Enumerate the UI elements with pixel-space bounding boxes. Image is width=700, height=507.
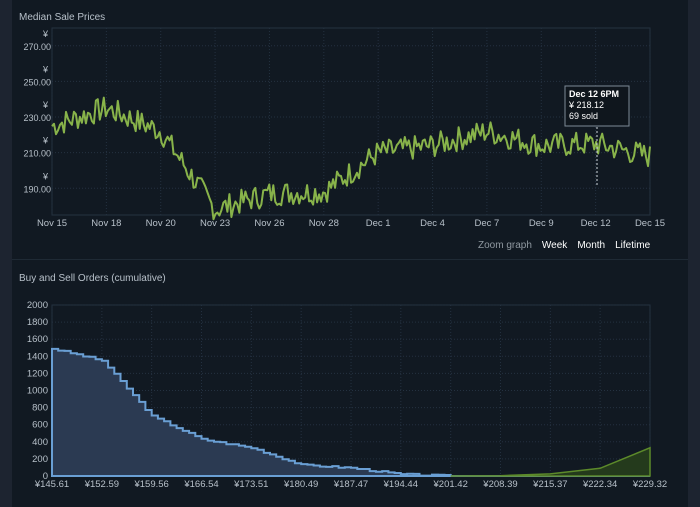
zoom-label: Zoom graph bbox=[478, 240, 532, 251]
orders-x-tick-label: ¥201.42 bbox=[433, 479, 468, 490]
orders-x-tick-label: ¥208.39 bbox=[482, 479, 517, 490]
orders-y-tick-label: 2000 bbox=[27, 300, 48, 311]
orders-y-tick-label: 800 bbox=[32, 403, 48, 414]
zoom-month-link[interactable]: Month bbox=[577, 240, 606, 251]
tooltip-box bbox=[564, 85, 630, 127]
tooltip-time: Dec 12 6PM bbox=[569, 89, 619, 99]
orders-x-tick-label: ¥229.32 bbox=[632, 479, 667, 490]
median-y-tick-label: 230.00 bbox=[23, 113, 51, 123]
median-price-line bbox=[51, 96, 651, 221]
orders-x-tick-label: ¥166.54 bbox=[183, 479, 218, 490]
median-x-tick-label: Nov 15 bbox=[37, 218, 67, 229]
zoom-week-link[interactable]: Week bbox=[541, 240, 568, 251]
price-tooltip: Dec 12 6PM ¥ 218.12 69 sold bbox=[564, 85, 630, 185]
orders-y-tick-label: 1800 bbox=[27, 317, 48, 328]
median-y-currency: ¥ bbox=[42, 171, 49, 181]
median-x-tick-label: Dec 1 bbox=[366, 218, 391, 229]
median-y-tick-label: 250.00 bbox=[23, 77, 51, 87]
median-x-tick-label: Nov 20 bbox=[146, 218, 176, 229]
orders-x-tick-label: ¥194.44 bbox=[383, 479, 418, 490]
median-y-currency: ¥ bbox=[42, 136, 49, 146]
median-x-tick-label: Nov 18 bbox=[91, 218, 121, 229]
tooltip-price: ¥ 218.12 bbox=[568, 100, 604, 110]
median-x-tick-label: Nov 26 bbox=[254, 218, 284, 229]
orders-x-tick-label: ¥215.37 bbox=[532, 479, 567, 490]
orders-y-tick-label: 0 bbox=[43, 471, 48, 482]
orders-x-tick-label: ¥159.56 bbox=[133, 479, 168, 490]
orders-x-tick-label: ¥145.61 bbox=[34, 479, 69, 490]
median-price-chart[interactable]: ¥270.00 ¥250.00 ¥230.00 ¥210.00 ¥190.00 Nov … bbox=[0, 0, 700, 235]
median-chart-title: Median Sale Prices bbox=[19, 12, 106, 23]
section-divider bbox=[12, 259, 688, 260]
median-y-currency: ¥ bbox=[42, 64, 49, 74]
median-x-tick-label: Dec 4 bbox=[420, 218, 445, 229]
median-y-tick-label: 210.00 bbox=[23, 149, 51, 159]
orders-y-tick-label: 200 bbox=[32, 454, 48, 465]
zoom-lifetime-link[interactable]: Lifetime bbox=[615, 240, 651, 251]
median-x-tick-label: Nov 23 bbox=[200, 218, 230, 229]
median-x-tick-label: Nov 28 bbox=[309, 218, 339, 229]
orders-y-tick-label: 1200 bbox=[27, 368, 48, 379]
sell-orders-area bbox=[450, 446, 651, 477]
median-y-tick-label: 270.00 bbox=[23, 42, 51, 52]
median-y-tick-label: 190.00 bbox=[23, 184, 51, 194]
orders-y-tick-label: 1000 bbox=[27, 386, 48, 397]
orders-y-tick-label: 1400 bbox=[27, 351, 48, 362]
median-x-tick-label: Dec 9 bbox=[529, 218, 554, 229]
orders-chart-title: Buy and Sell Orders (cumulative) bbox=[19, 273, 166, 284]
median-y-currency: ¥ bbox=[42, 100, 49, 110]
median-x-tick-label: Dec 12 bbox=[581, 218, 611, 229]
median-x-tick-label: Dec 7 bbox=[474, 218, 499, 229]
orders-y-tick-label: 600 bbox=[32, 420, 48, 431]
zoom-controls: Zoom graph Week Month Lifetime bbox=[478, 240, 650, 251]
buy-orders-area bbox=[51, 347, 650, 477]
orders-x-tick-label: ¥180.49 bbox=[283, 479, 318, 490]
tooltip-sold: 69 sold bbox=[569, 111, 598, 121]
orders-y-tick-label: 400 bbox=[32, 437, 48, 448]
median-y-currency: ¥ bbox=[42, 29, 49, 39]
orders-x-tick-label: ¥152.59 bbox=[84, 479, 119, 490]
orders-x-tick-label: ¥187.47 bbox=[333, 479, 368, 490]
median-x-tick-label: Dec 15 bbox=[635, 218, 665, 229]
orders-x-tick-label: ¥222.34 bbox=[582, 479, 617, 490]
orders-y-tick-label: 1600 bbox=[27, 334, 48, 345]
orders-x-tick-label: ¥173.51 bbox=[233, 479, 268, 490]
